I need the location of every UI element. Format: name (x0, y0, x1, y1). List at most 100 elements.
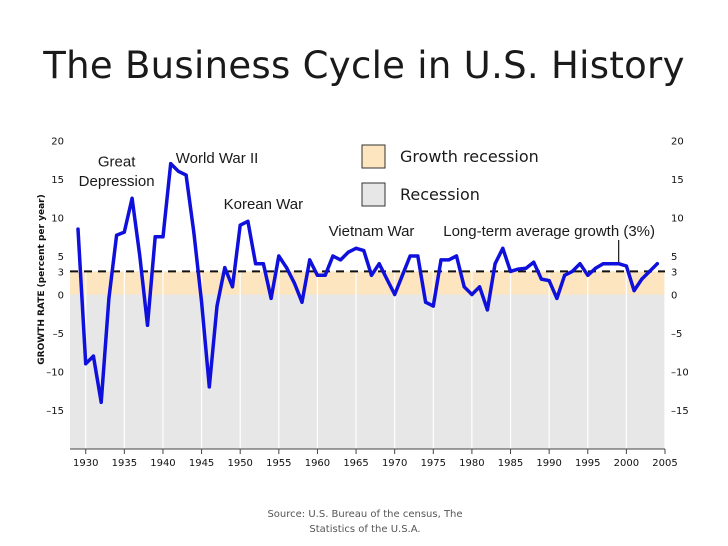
x-tick-label: 1995 (575, 458, 600, 469)
data-point (462, 285, 466, 289)
data-point (277, 254, 281, 258)
data-point (617, 262, 621, 266)
x-tick-label: 1940 (150, 458, 175, 469)
data-point (254, 262, 258, 266)
data-point (215, 304, 219, 308)
data-point (354, 246, 358, 250)
annotation-label: Great (98, 154, 136, 171)
data-point (447, 258, 451, 262)
data-point (393, 292, 397, 297)
growth-recession-band (70, 271, 665, 295)
data-point (632, 289, 636, 293)
legend-label: Recession (400, 185, 480, 204)
data-point (145, 323, 150, 327)
data-point (485, 308, 489, 312)
tick-labels: 1930 1935 1940 1945 1950 1955 1960 1965 1970 1975… (46, 137, 688, 470)
data-point (207, 385, 211, 389)
x-tick-label: 1950 (227, 458, 252, 469)
data-point (130, 196, 134, 200)
data-point (346, 250, 350, 254)
data-point (562, 273, 567, 277)
data-point (416, 254, 420, 258)
data-point (362, 249, 366, 253)
x-tick-label: 1985 (498, 458, 523, 469)
y-tick-label-left: 15 (51, 175, 64, 186)
data-point (516, 267, 520, 271)
data-point (408, 254, 412, 258)
data-point (99, 400, 103, 404)
data-point (91, 354, 96, 358)
data-point (230, 285, 235, 289)
data-point (300, 300, 304, 304)
y-tick-label-left: 5 (58, 252, 64, 263)
x-tick-label: 1980 (459, 458, 484, 469)
data-point (439, 258, 443, 262)
data-point (292, 281, 296, 285)
y-tick-label-right: 5 (671, 252, 677, 263)
data-point (423, 300, 428, 304)
data-point (493, 262, 497, 266)
data-point (586, 273, 590, 277)
data-point (122, 230, 126, 234)
y-tick-label-left: 0 (58, 291, 64, 302)
y-tick-label-right: 10 (671, 214, 684, 225)
x-tick-label: 1945 (189, 458, 214, 469)
x-tick-label: 1965 (343, 458, 368, 469)
x-tick-label: 1970 (382, 458, 407, 469)
annotation-label: Korean War (224, 196, 303, 213)
legend-swatch (361, 182, 386, 207)
data-point (470, 292, 474, 297)
data-point (76, 227, 80, 231)
annotation-label: World War II (176, 150, 259, 167)
data-point (169, 162, 173, 166)
y-tick-label-left: 20 (51, 137, 64, 148)
legend: Growth recession Recession (361, 144, 539, 207)
y-axis-label: GROWTH RATE (percent per year) (37, 194, 47, 364)
x-tick-label: 2000 (614, 458, 639, 469)
data-point (261, 262, 265, 266)
data-point (400, 273, 404, 277)
data-point (501, 246, 505, 250)
slide-title: The Business Cycle in U.S. History (43, 44, 685, 87)
y-tick-label-left: –5 (53, 329, 64, 340)
source-note: Source: U.S. Bureau of the census, The S… (255, 507, 475, 537)
data-point (369, 273, 374, 277)
x-tick-label: 1930 (73, 458, 98, 469)
y-tick-label-right: –15 (671, 406, 689, 417)
data-point (640, 277, 644, 281)
data-point (593, 266, 598, 270)
data-point (223, 265, 227, 270)
data-point (84, 362, 88, 366)
source-line-1: Source: U.S. Bureau of the census, The (267, 509, 463, 520)
data-point (138, 254, 142, 258)
y-tick-label-left: 10 (51, 214, 64, 225)
x-tick-label: 1975 (421, 458, 446, 469)
data-point (238, 223, 242, 227)
source-line-2: Statistics of the U.S.A. (309, 524, 421, 535)
x-tick-label: 1990 (536, 458, 561, 469)
annotation-label: Long-term average growth (3%) (443, 223, 655, 240)
x-tick-label: 1935 (112, 458, 137, 469)
y-tick-label-right: 20 (671, 137, 684, 148)
data-point (115, 233, 119, 237)
data-point (331, 254, 335, 258)
y-tick-label-right: –5 (671, 329, 682, 340)
data-point (431, 304, 435, 308)
y-tick-label-left: 3 (58, 267, 64, 278)
annotation-label: Vietnam War (329, 223, 415, 240)
y-tick-label-left: –15 (46, 406, 64, 417)
data-point (524, 266, 528, 270)
data-point (454, 254, 459, 258)
data-point (323, 273, 327, 277)
data-point (508, 269, 513, 273)
y-tick-label-right: 3 (671, 267, 677, 278)
data-point (555, 296, 559, 300)
x-tick-label: 2005 (652, 458, 677, 469)
x-tick-label: 1960 (305, 458, 330, 469)
y-tick-label-left: –10 (46, 368, 64, 379)
data-point (199, 300, 204, 304)
growth-rate-line (76, 161, 660, 405)
data-point (547, 279, 551, 283)
y-tick-label-right: 15 (671, 175, 684, 186)
